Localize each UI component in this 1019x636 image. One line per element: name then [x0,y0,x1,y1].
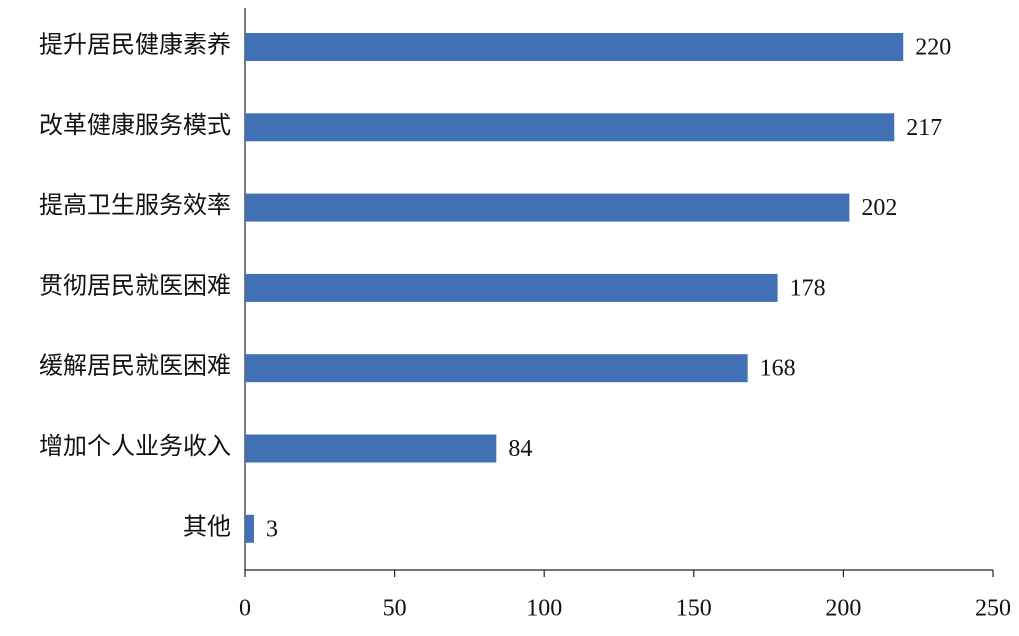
x-tick-label: 150 [676,596,712,622]
x-tick-label: 50 [383,596,407,622]
data-label: 220 [915,35,951,61]
y-tick-label: 其他 [183,513,231,540]
y-tick-label: 贯彻居民就医困难 [39,272,231,299]
bar [245,113,895,142]
y-tick-label: 改革健康服务模式 [39,112,231,139]
x-tick-label: 200 [825,596,861,622]
bar [245,273,778,302]
y-tick-label: 缓解居民就医困难 [39,353,231,380]
data-label: 217 [906,115,942,141]
x-tick-label: 250 [975,596,1011,622]
x-tick-label: 0 [239,596,251,622]
bar [245,33,904,61]
y-tick-label: 提升居民健康素养 [39,32,231,59]
data-label: 168 [760,356,796,382]
bar [245,193,850,222]
data-label: 84 [508,436,532,462]
data-label: 3 [266,516,278,542]
bar [245,514,254,543]
data-label: 178 [790,275,826,301]
data-label: 202 [861,195,897,221]
x-tick-label: 100 [526,596,562,622]
y-tick-label: 提高卫生服务效率 [39,192,231,219]
bar [245,434,497,463]
bar [245,354,748,383]
y-tick-label: 增加个人业务收入 [39,433,231,460]
